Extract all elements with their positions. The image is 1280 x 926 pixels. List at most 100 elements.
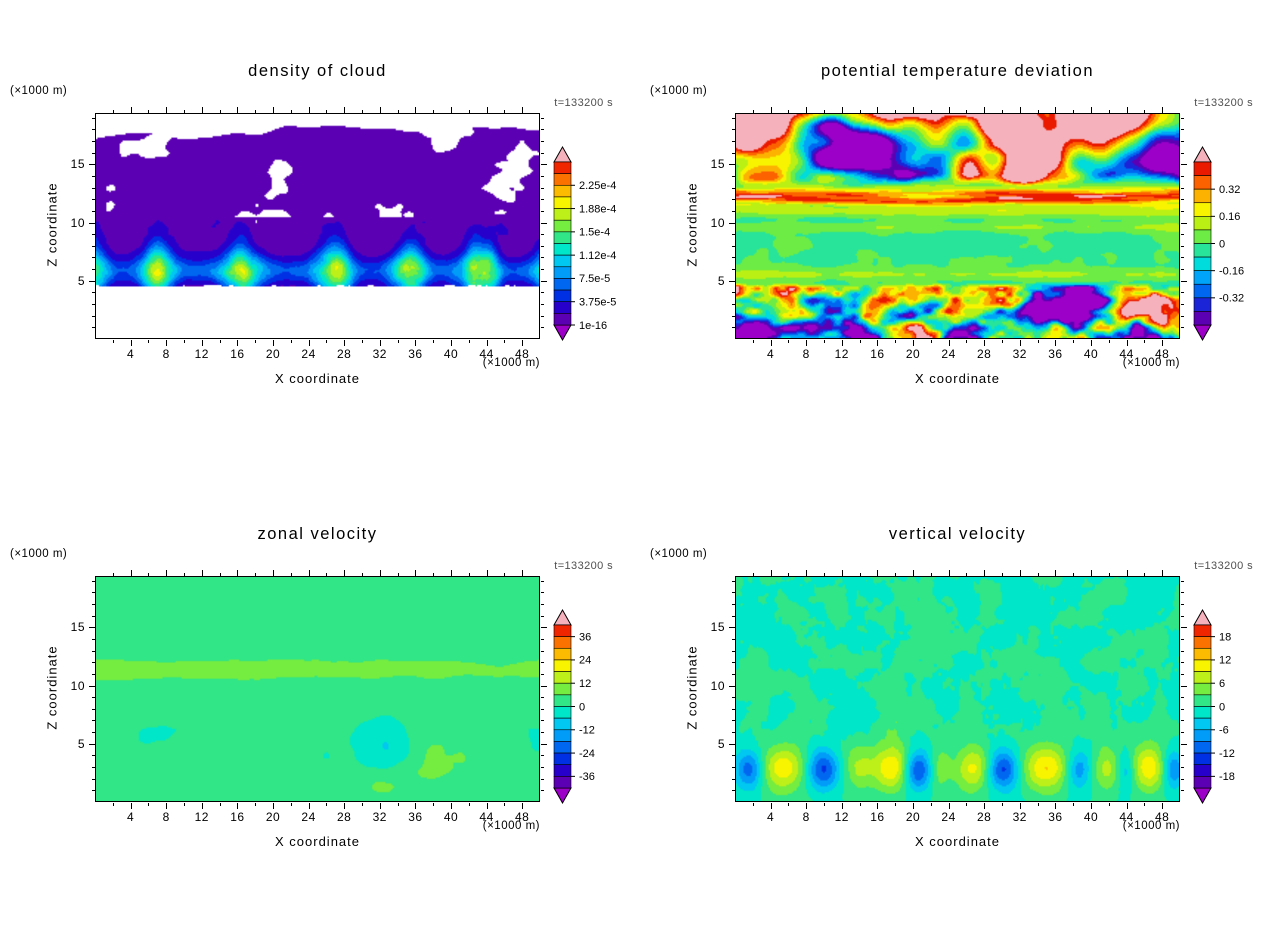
y-tick-label: 15 (710, 157, 725, 172)
x-tick-label: 12 (834, 347, 849, 361)
x-minor-tick (788, 573, 790, 576)
x-major-tick (1126, 107, 1128, 113)
y-minor-tick (541, 304, 544, 306)
colorbar-segment (1193, 671, 1212, 684)
y-minor-tick (1181, 778, 1184, 780)
y-major-tick (89, 222, 95, 224)
colorbar-segment (553, 729, 572, 742)
x-minor-tick (1073, 340, 1075, 343)
y-minor-tick (541, 673, 544, 675)
colorbar-segment (1193, 216, 1212, 231)
y-minor-tick (541, 650, 544, 652)
x-major-tick (1055, 570, 1057, 576)
x-minor-tick (433, 110, 435, 113)
colorbar-segment (553, 219, 572, 233)
x-tick-label: 32 (372, 810, 387, 824)
y-minor-tick (541, 315, 544, 317)
y-minor-tick (1181, 720, 1184, 722)
x-major-tick (1019, 570, 1021, 576)
x-major-tick (451, 803, 452, 809)
colorbar-segment (1193, 624, 1212, 637)
timestamp-label: t=133200 s (1194, 97, 1253, 109)
panel-title: potential temperature deviation (820, 62, 1095, 80)
x-tick-label: 8 (162, 347, 170, 361)
x-major-tick (273, 803, 274, 809)
x-major-tick (806, 340, 808, 346)
plot-area (735, 113, 1180, 339)
x-minor-tick (468, 573, 470, 576)
colorbar-segment (553, 764, 572, 777)
colorbar-segment (1193, 283, 1212, 299)
y-minor-tick (1181, 210, 1184, 212)
colorbar-segment (553, 694, 572, 707)
y-minor-tick (92, 580, 95, 582)
x-minor-tick (752, 340, 754, 343)
y-minor-tick (1181, 175, 1184, 177)
x-tick-label: 44 (1119, 347, 1134, 361)
y-minor-tick (1181, 732, 1184, 734)
y-minor-tick (541, 117, 544, 119)
x-major-tick (237, 107, 239, 113)
y-minor-tick (1181, 767, 1184, 769)
x-tick-label: 48 (515, 810, 530, 824)
y-minor-tick (1181, 199, 1184, 201)
y-minor-tick (92, 755, 95, 757)
x-tick-label: 4 (127, 810, 135, 824)
colorbar-label: -0.16 (1219, 265, 1244, 277)
y-minor-tick (541, 615, 544, 617)
contour-field-canvas (96, 114, 539, 338)
x-major-tick (486, 803, 488, 809)
x-minor-tick (1037, 340, 1039, 343)
y-minor-tick (92, 650, 95, 652)
y-minor-tick (92, 269, 95, 271)
x-minor-tick (824, 573, 825, 576)
y-minor-tick (1181, 592, 1184, 594)
x-minor-tick (895, 110, 897, 113)
y-minor-tick (92, 152, 95, 154)
y-minor-tick (92, 245, 95, 247)
x-major-tick (522, 340, 524, 346)
x-minor-tick (433, 803, 435, 806)
x-tick-label: 36 (1048, 347, 1063, 361)
x-tick-label: 4 (127, 347, 135, 361)
y-minor-tick (1181, 638, 1184, 640)
x-minor-tick (1144, 110, 1146, 113)
x-minor-tick (824, 110, 825, 113)
y-minor-tick (541, 175, 544, 177)
y-minor-tick (92, 767, 95, 769)
y-minor-tick (732, 708, 735, 710)
x-major-tick (770, 570, 772, 576)
colorbar-segment (1193, 741, 1212, 754)
y-major-tick (541, 743, 547, 745)
x-minor-tick (290, 340, 292, 343)
x-minor-tick (752, 110, 754, 113)
x-tick-label: 28 (337, 810, 352, 824)
x-major-tick (486, 570, 488, 576)
y-minor-tick (541, 327, 544, 329)
y-minor-tick (92, 175, 95, 177)
x-tick-label: 16 (870, 347, 885, 361)
y-minor-tick (92, 662, 95, 664)
y-minor-tick (92, 140, 95, 142)
x-minor-tick (326, 803, 328, 806)
y-tick-label: 15 (70, 620, 85, 635)
y-major-tick (541, 685, 547, 687)
x-major-tick (130, 803, 132, 809)
y-minor-tick (541, 790, 544, 792)
x-minor-tick (859, 803, 861, 806)
x-major-tick (344, 570, 346, 576)
x-major-tick (948, 340, 950, 346)
y-minor-tick (541, 580, 544, 582)
y-minor-tick (732, 129, 735, 131)
x-minor-tick (859, 340, 861, 343)
x-major-tick (1091, 107, 1092, 113)
colorbar-segment (553, 682, 572, 696)
x-minor-tick (930, 803, 932, 806)
x-major-tick (806, 803, 808, 809)
x-tick-label: 48 (1155, 810, 1170, 824)
y-minor-tick (732, 778, 735, 780)
x-tick-label: 24 (301, 347, 316, 361)
y-minor-tick (732, 152, 735, 154)
x-minor-tick (362, 573, 363, 576)
y-minor-tick (541, 662, 544, 664)
